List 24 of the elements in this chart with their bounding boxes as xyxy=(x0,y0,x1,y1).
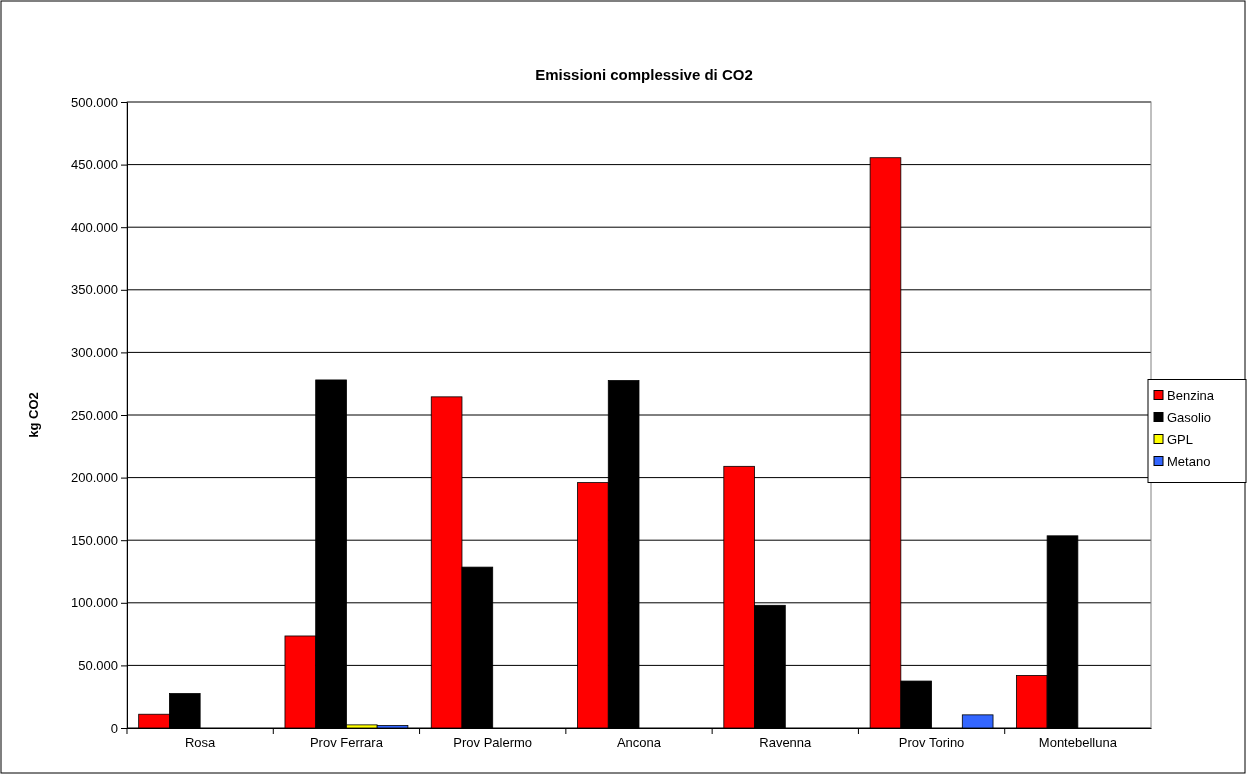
legend-label: Metano xyxy=(1167,453,1211,469)
y-tick-label: 100.000 xyxy=(71,595,118,611)
y-tick-label: 500.000 xyxy=(71,94,118,110)
x-tick-label: Prov Palermo xyxy=(453,735,533,751)
y-tick-label: 400.000 xyxy=(71,219,118,235)
x-tick-label: Prov Ferrara xyxy=(309,735,384,751)
y-tick-label: 0 xyxy=(110,720,118,736)
legend-label: GPL xyxy=(1167,431,1194,447)
y-tick-label: 150.000 xyxy=(71,532,118,548)
x-tick-label: Prov Torino xyxy=(898,735,965,751)
y-tick-label: 50.000 xyxy=(78,658,118,674)
legend-label: Gasolio xyxy=(1167,409,1212,425)
y-tick-label: 350.000 xyxy=(71,282,118,298)
x-tick-label: Rosa xyxy=(184,735,217,751)
x-tick-label: Montebelluna xyxy=(1038,735,1118,751)
y-tick-label: 450.000 xyxy=(71,157,118,173)
legend-label: Benzina xyxy=(1167,387,1215,403)
y-tick-label: 250.000 xyxy=(71,407,118,423)
x-tick-label: Ancona xyxy=(616,735,662,751)
chart-title: Emissioni complessive di CO2 xyxy=(535,66,753,83)
y-axis-title: kg CO2 xyxy=(26,392,41,438)
y-tick-label: 300.000 xyxy=(71,345,118,361)
y-tick-label: 200.000 xyxy=(71,470,118,486)
x-tick-label: Ravenna xyxy=(759,735,813,751)
